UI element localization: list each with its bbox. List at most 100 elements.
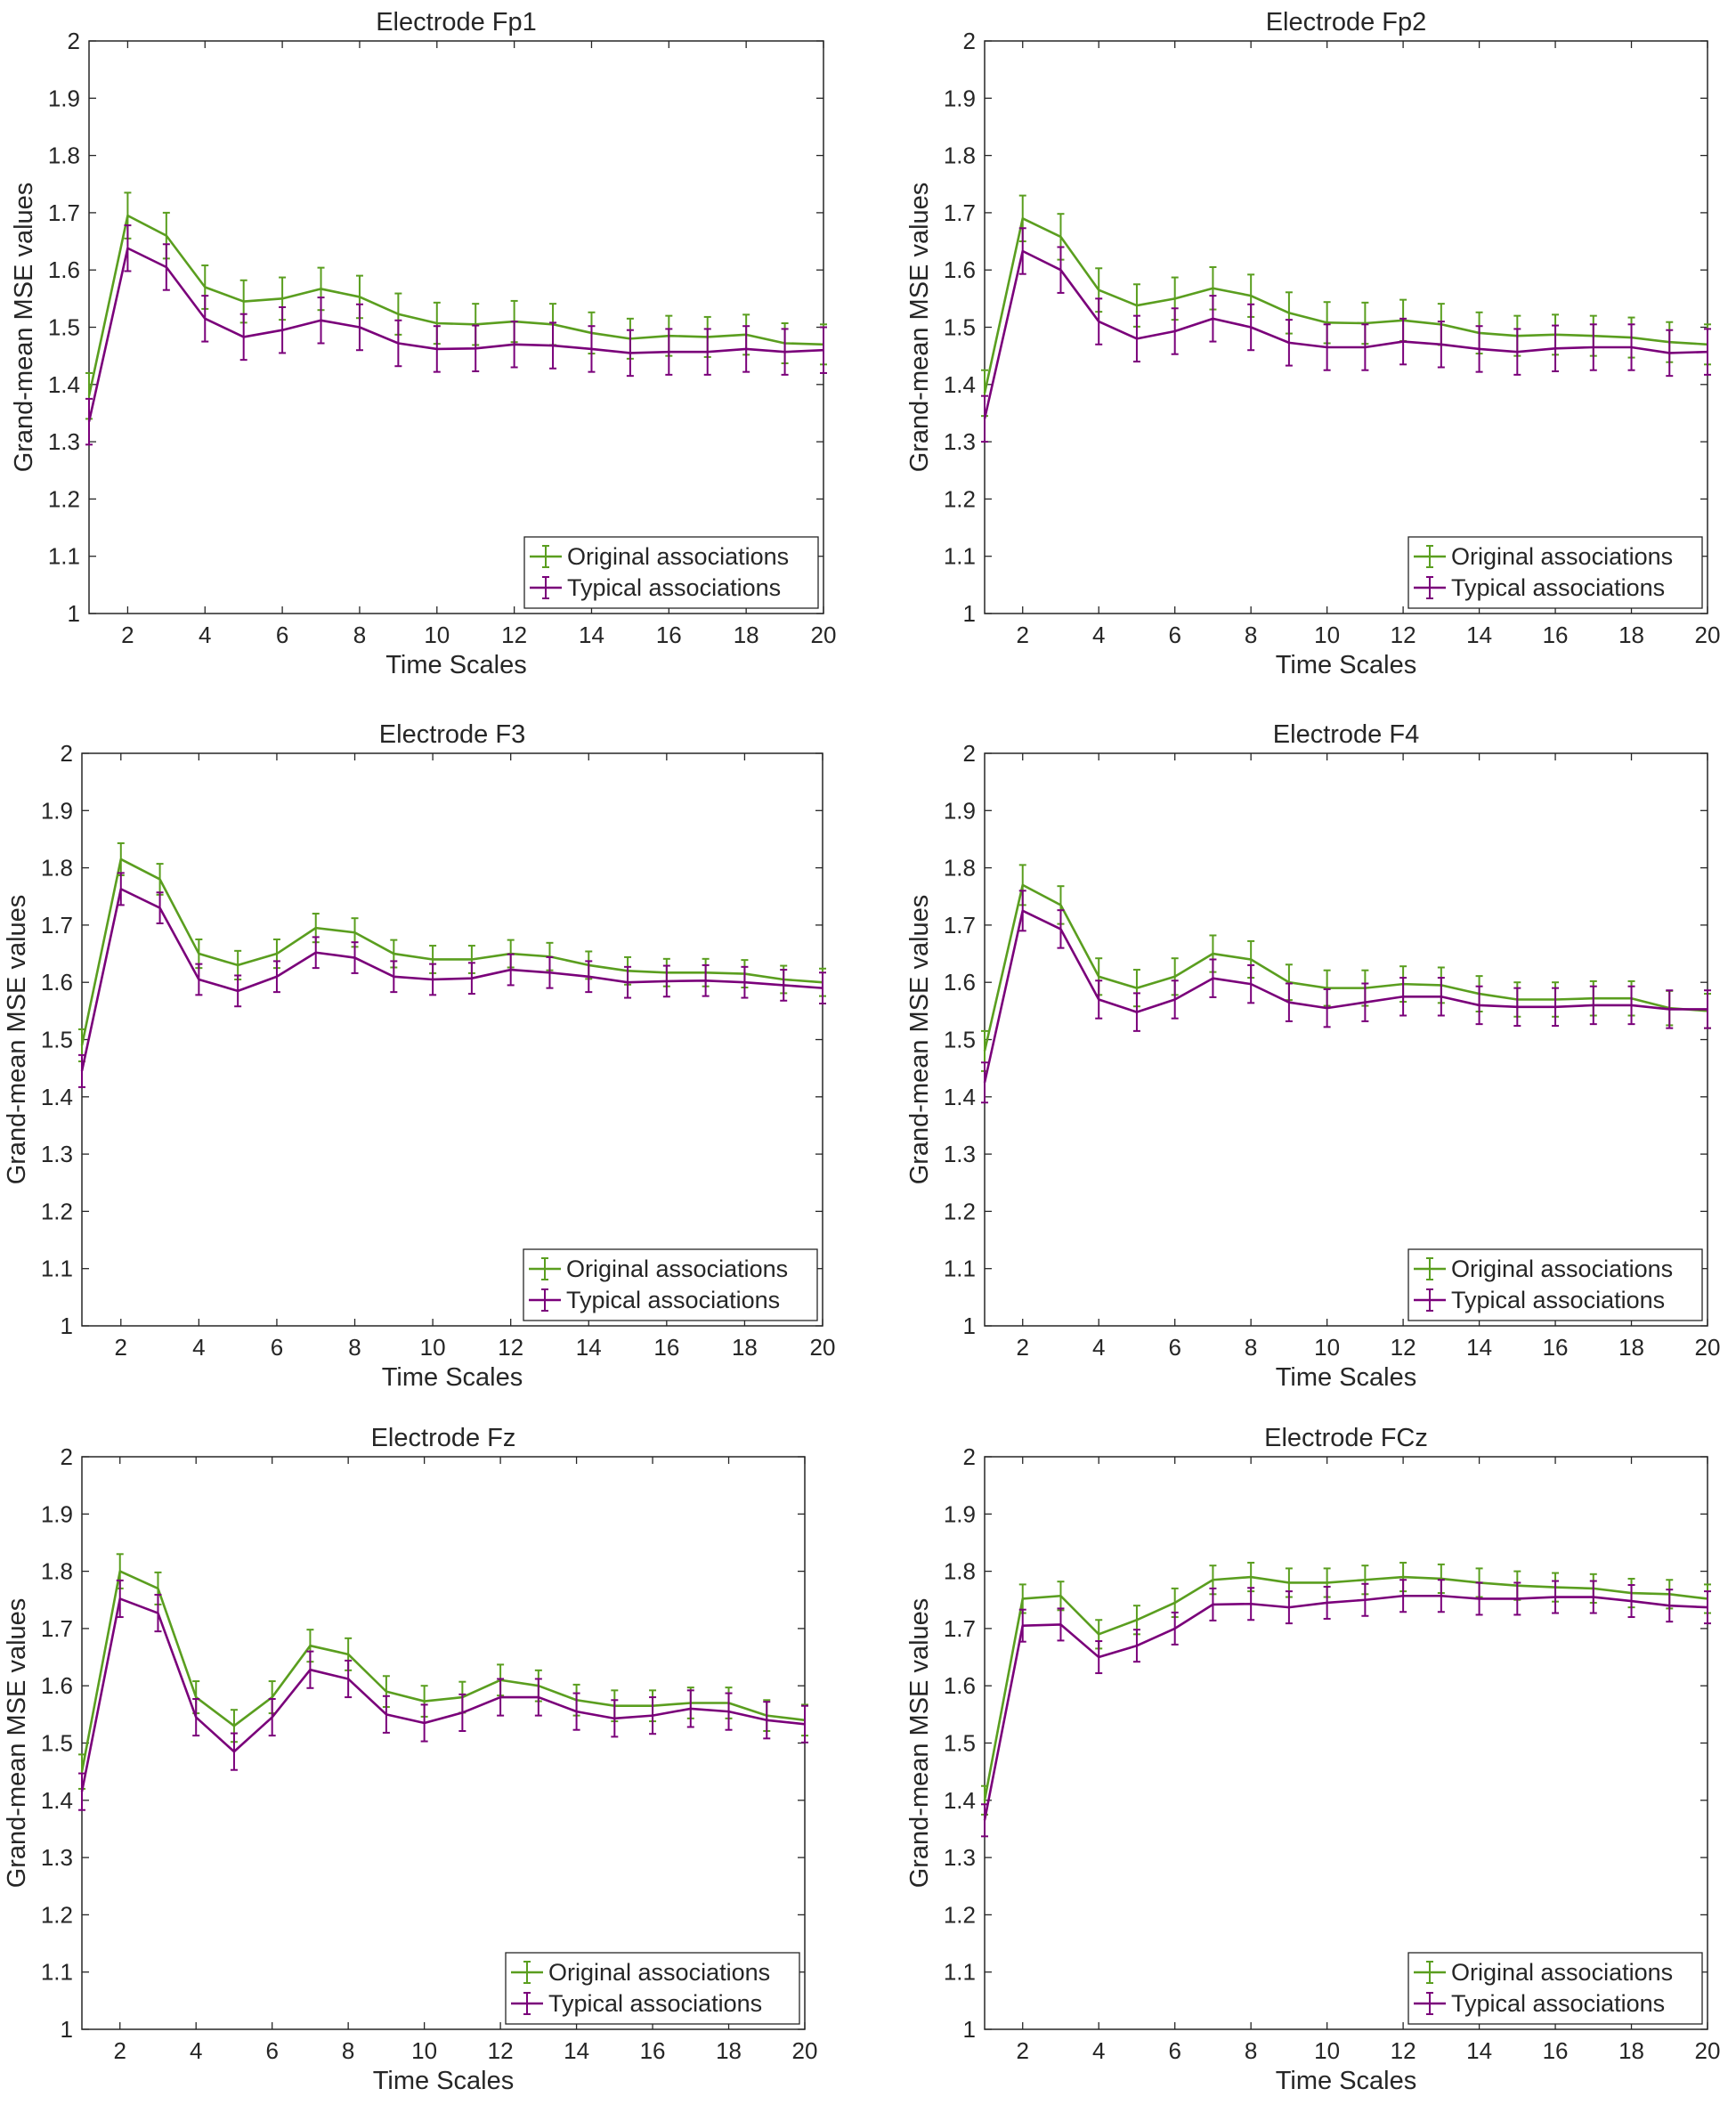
x-tick-label: 12 (1391, 1334, 1416, 1361)
y-tick-label: 1.8 (48, 142, 80, 169)
data-point (467, 962, 475, 996)
data-point (1666, 329, 1674, 378)
legend: Original associations Typical association… (523, 536, 819, 609)
data-point (1247, 1587, 1255, 1621)
y-tick-label: 1.5 (944, 1027, 976, 1053)
data-point (355, 303, 363, 352)
y-tick-label: 1 (963, 2016, 976, 2043)
chart-panel-4: Electrode F4 1 1.1 1.2 1.3 1.4 1.5 1.6 1.7 1.8 1.9… (905, 720, 1720, 1392)
data-point (78, 1772, 85, 1811)
x-tick-label: 20 (792, 2037, 818, 2064)
legend: Original associations Typical association… (1407, 536, 1703, 609)
y-tick-label: 1 (61, 1313, 73, 1339)
data-point (1475, 1581, 1483, 1616)
data-point (1247, 303, 1255, 352)
data-point (742, 325, 750, 373)
data-point (981, 394, 988, 443)
data-point (1171, 979, 1179, 1020)
legend-item-original: Original associations (1414, 543, 1673, 570)
x-tick-label: 16 (656, 622, 682, 648)
y-tick-label: 1.3 (41, 1141, 73, 1167)
data-point (981, 1061, 988, 1104)
data-point (1666, 1589, 1674, 1623)
data-point (390, 960, 398, 994)
legend-label: Original associations (1451, 1256, 1673, 1282)
x-tick-label: 20 (810, 1334, 836, 1361)
data-point (162, 243, 170, 291)
y-tick-label: 1.6 (48, 256, 80, 283)
y-tick-label: 1.7 (944, 912, 976, 939)
y-tick-label: 1.9 (944, 797, 976, 824)
y-tick-label: 1.5 (944, 314, 976, 341)
x-tick-label: 14 (1466, 1334, 1492, 1361)
data-point (1475, 985, 1483, 1026)
data-point (649, 1696, 657, 1735)
y-tick-label: 1.6 (944, 969, 976, 996)
chart-panel-5: Electrode Fz 1 1.1 1.2 1.3 1.4 1.5 1.6 1.7 1.8 1.9… (3, 1424, 817, 2095)
axes-box (984, 40, 1708, 614)
x-tick-label: 2 (1017, 1334, 1029, 1361)
x-tick-label: 4 (1092, 622, 1105, 648)
y-tick-label: 1.4 (48, 371, 80, 398)
y-tick-label: 1.2 (41, 1901, 73, 1928)
legend-item-original: Original associations (530, 543, 789, 570)
x-tick-label: 6 (1168, 1334, 1180, 1361)
data-point (1095, 979, 1103, 1020)
x-tick-label: 14 (564, 2037, 589, 2064)
y-tick-label: 1.9 (944, 85, 976, 111)
x-tick-label: 4 (192, 1334, 205, 1361)
data-point (497, 1678, 505, 1717)
legend-label: Typical associations (567, 574, 781, 601)
x-tick-label: 8 (353, 622, 366, 648)
chart-title: Electrode F3 (379, 720, 525, 749)
legend-box (505, 1952, 800, 2025)
legend-item-original: Original associations (529, 1256, 788, 1282)
y-tick-label: 1.7 (944, 1615, 976, 1642)
x-tick-label: 6 (276, 622, 288, 648)
data-point (1513, 328, 1521, 376)
data-point (1095, 1640, 1103, 1675)
y-tick-label: 1.1 (944, 1959, 976, 1986)
series-line (983, 1594, 1708, 1821)
legend-label: Typical associations (1451, 1990, 1665, 2017)
data-point (1589, 323, 1597, 371)
legend: Original associations Typical association… (523, 1248, 818, 1321)
y-tick-label: 1.1 (41, 1256, 73, 1282)
chart-panel-1: Electrode Fp1 1 1.1 1.2 1.3 1.4 1.5 1.6 1.7 1.8 1.… (10, 8, 836, 679)
data-point (1437, 1579, 1445, 1613)
legend-item-typical: Typical associations (529, 1287, 780, 1313)
data-point (1666, 989, 1674, 1029)
y-tick-label: 1.5 (48, 314, 80, 341)
data-point (268, 1697, 276, 1737)
x-tick-label: 20 (1695, 2037, 1721, 2064)
data-point (1627, 1584, 1635, 1619)
x-tick-label: 18 (734, 622, 759, 648)
data-point (230, 1732, 238, 1771)
data-point (279, 305, 287, 354)
x-tick-label: 2 (1017, 622, 1029, 648)
series-typical (981, 227, 1711, 443)
y-tick-label: 1.9 (41, 797, 73, 824)
data-point (1475, 325, 1483, 373)
data-point (433, 325, 441, 373)
x-tick-label: 20 (1695, 622, 1721, 648)
y-tick-label: 1.9 (944, 1500, 976, 1527)
data-point (572, 1692, 580, 1731)
data-point (1361, 982, 1369, 1022)
y-tick-label: 2 (61, 740, 73, 767)
y-tick-label: 1.6 (944, 256, 976, 283)
data-point (124, 224, 132, 272)
x-tick-label: 4 (1092, 1334, 1105, 1361)
y-tick-label: 2 (963, 740, 976, 767)
y-tick-label: 1.6 (41, 969, 73, 996)
x-axis-label: Time Scales (385, 651, 526, 679)
series-line (983, 217, 1708, 394)
legend-item-typical: Typical associations (530, 574, 781, 601)
legend-label: Original associations (548, 1959, 770, 1986)
y-tick-label: 1.5 (944, 1730, 976, 1757)
x-tick-label: 6 (1168, 622, 1180, 648)
y-tick-label: 2 (963, 1443, 976, 1470)
x-tick-label: 2 (121, 622, 134, 648)
data-point (1209, 958, 1217, 998)
